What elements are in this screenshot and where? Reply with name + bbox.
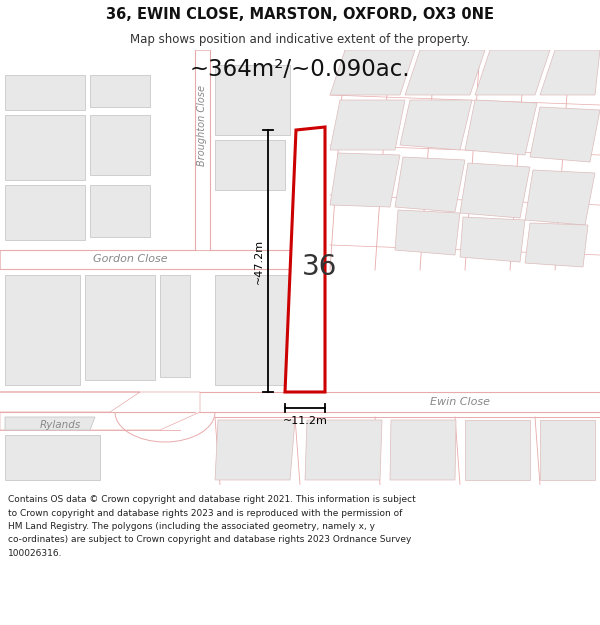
Polygon shape	[0, 392, 200, 430]
Polygon shape	[400, 100, 472, 150]
Polygon shape	[390, 420, 456, 480]
Polygon shape	[215, 420, 295, 480]
Text: 36: 36	[302, 253, 338, 281]
Text: co-ordinates) are subject to Crown copyright and database rights 2023 Ordnance S: co-ordinates) are subject to Crown copyr…	[8, 536, 412, 544]
Polygon shape	[330, 153, 400, 207]
Polygon shape	[330, 50, 415, 95]
Polygon shape	[5, 275, 80, 385]
Polygon shape	[460, 163, 530, 218]
Polygon shape	[5, 435, 100, 480]
Text: ~11.2m: ~11.2m	[283, 416, 328, 426]
Polygon shape	[465, 420, 530, 480]
Polygon shape	[215, 275, 290, 385]
Text: HM Land Registry. The polygons (including the associated geometry, namely x, y: HM Land Registry. The polygons (includin…	[8, 522, 375, 531]
Polygon shape	[395, 210, 460, 255]
Polygon shape	[160, 275, 190, 377]
Polygon shape	[5, 75, 85, 110]
Polygon shape	[405, 50, 485, 95]
Text: Ewin Close: Ewin Close	[430, 397, 490, 407]
Polygon shape	[0, 392, 200, 412]
Polygon shape	[305, 420, 382, 480]
Polygon shape	[85, 275, 155, 380]
Polygon shape	[90, 185, 150, 237]
Polygon shape	[330, 100, 405, 150]
Polygon shape	[475, 50, 550, 95]
Polygon shape	[460, 217, 525, 262]
Text: 36, EWIN CLOSE, MARSTON, OXFORD, OX3 0NE: 36, EWIN CLOSE, MARSTON, OXFORD, OX3 0NE	[106, 6, 494, 21]
Text: Broughton Close: Broughton Close	[197, 84, 207, 166]
Text: ~364m²/~0.090ac.: ~364m²/~0.090ac.	[190, 59, 410, 81]
Text: Contains OS data © Crown copyright and database right 2021. This information is : Contains OS data © Crown copyright and d…	[8, 495, 416, 504]
Polygon shape	[525, 223, 588, 267]
Polygon shape	[395, 157, 465, 212]
Text: ~47.2m: ~47.2m	[254, 238, 264, 284]
Polygon shape	[0, 250, 310, 269]
Polygon shape	[215, 140, 285, 190]
Polygon shape	[540, 420, 595, 480]
Polygon shape	[215, 65, 290, 135]
Text: Gordon Close: Gordon Close	[92, 254, 167, 264]
Polygon shape	[0, 392, 600, 412]
Polygon shape	[195, 50, 210, 250]
Polygon shape	[5, 185, 85, 240]
Text: 100026316.: 100026316.	[8, 549, 62, 558]
Text: Map shows position and indicative extent of the property.: Map shows position and indicative extent…	[130, 32, 470, 46]
Polygon shape	[540, 50, 600, 95]
Polygon shape	[525, 170, 595, 225]
Text: to Crown copyright and database rights 2023 and is reproduced with the permissio: to Crown copyright and database rights 2…	[8, 509, 403, 518]
Polygon shape	[5, 417, 95, 430]
Polygon shape	[285, 127, 325, 392]
Polygon shape	[465, 100, 537, 155]
Polygon shape	[90, 115, 150, 175]
Text: Rylands: Rylands	[40, 420, 80, 430]
Polygon shape	[530, 107, 600, 162]
Polygon shape	[5, 115, 85, 180]
Polygon shape	[90, 75, 150, 107]
